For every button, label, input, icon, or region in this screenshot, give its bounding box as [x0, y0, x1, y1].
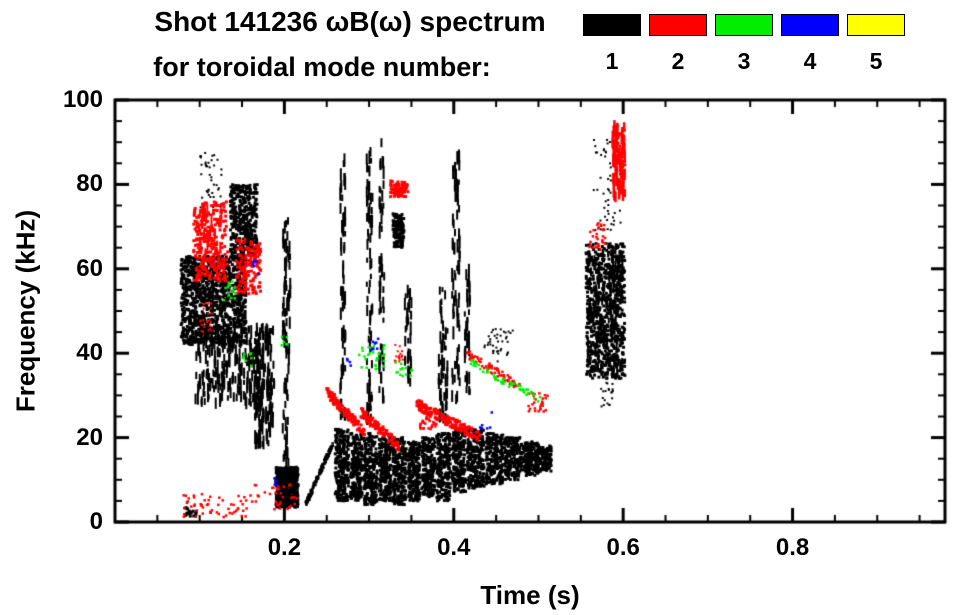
chart-subtitle: for toroidal mode number: — [153, 52, 491, 82]
legend-swatch-5 — [847, 14, 905, 36]
y-tick-label: 20 — [76, 423, 103, 451]
legend-label-3: 3 — [737, 48, 751, 74]
legend-label-5: 5 — [869, 48, 883, 74]
x-tick-label: 0.6 — [606, 534, 640, 561]
legend-swatch-row — [583, 14, 905, 36]
y-tick-label: 40 — [76, 339, 103, 367]
y-tick-label: 100 — [62, 86, 103, 113]
legend-swatch-3 — [715, 14, 773, 36]
legend-swatch-2 — [649, 14, 707, 36]
y-tick-label: 60 — [76, 254, 103, 282]
y-tick-label: 0 — [89, 508, 103, 535]
x-tick-label: 0.4 — [437, 534, 471, 561]
y-axis-label: Frequency (kHz) — [10, 209, 41, 413]
y-tick-label: 80 — [76, 170, 103, 198]
x-tick-label: 0.2 — [267, 534, 302, 561]
legend-label-row: 1 2 3 4 5 — [583, 48, 905, 75]
mode-legend: 1 2 3 4 5 — [583, 14, 905, 75]
legend-label-1: 1 — [605, 48, 619, 74]
x-axis-label: Time (s) — [480, 580, 580, 610]
x-tick-label: 0.8 — [775, 534, 810, 561]
chart-title: Shot 141236 ωB(ω) spectrum — [154, 6, 546, 37]
legend-label-2: 2 — [671, 48, 685, 74]
legend-label-4: 4 — [803, 48, 817, 74]
legend-swatch-4 — [781, 14, 839, 36]
legend-swatch-1 — [583, 14, 641, 36]
